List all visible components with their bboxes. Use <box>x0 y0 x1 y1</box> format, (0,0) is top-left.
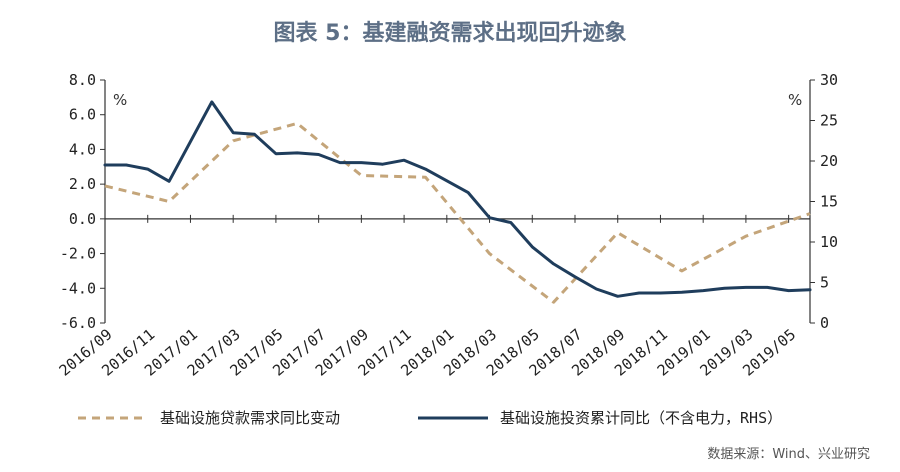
left-tick-label: 2.0 <box>69 175 96 193</box>
plot-area <box>103 100 812 304</box>
left-tick-label: 8.0 <box>69 71 96 89</box>
chart-title: 图表 5：基建融资需求出现回升迹象 <box>274 20 627 46</box>
series-line-loan-demand <box>104 121 811 304</box>
left-axis-unit: % <box>113 91 127 109</box>
right-tick-label: 25 <box>820 112 838 130</box>
x-axis-labels: 2016/092016/112017/012017/032017/052017/… <box>56 325 800 379</box>
right-tick-label: 10 <box>820 233 838 251</box>
left-tick-label: -4.0 <box>60 279 96 297</box>
data-source-note: 数据来源：Wind、兴业研究 <box>707 447 870 462</box>
right-tick-label: 20 <box>820 152 838 170</box>
left-tick-label: 0.0 <box>69 210 96 228</box>
left-tick-label: -2.0 <box>60 245 96 263</box>
legend: 基础设施贷款需求同比变动 基础设施投资累计同比（不含电力，RHS） <box>78 409 782 427</box>
right-tick-label: 15 <box>820 193 838 211</box>
left-tick-label: 4.0 <box>69 140 96 158</box>
right-tick-label: 0 <box>820 314 829 332</box>
right-axis-unit: % <box>788 91 802 109</box>
left-tick-label: 6.0 <box>69 106 96 124</box>
right-tick-label: 5 <box>820 274 829 292</box>
legend-label-infra-investment: 基础设施投资累计同比（不含电力，RHS） <box>500 409 782 427</box>
axes-group: 8.0 6.0 4.0 2.0 0.0 -2.0 -4.0 -6.0 30 25 20 15 10 5 0 <box>60 71 838 332</box>
legend-label-loan-demand: 基础设施贷款需求同比变动 <box>160 409 340 427</box>
right-tick-label: 30 <box>820 71 838 89</box>
left-tick-label: -6.0 <box>60 314 96 332</box>
series-line-infra-investment <box>103 100 812 298</box>
